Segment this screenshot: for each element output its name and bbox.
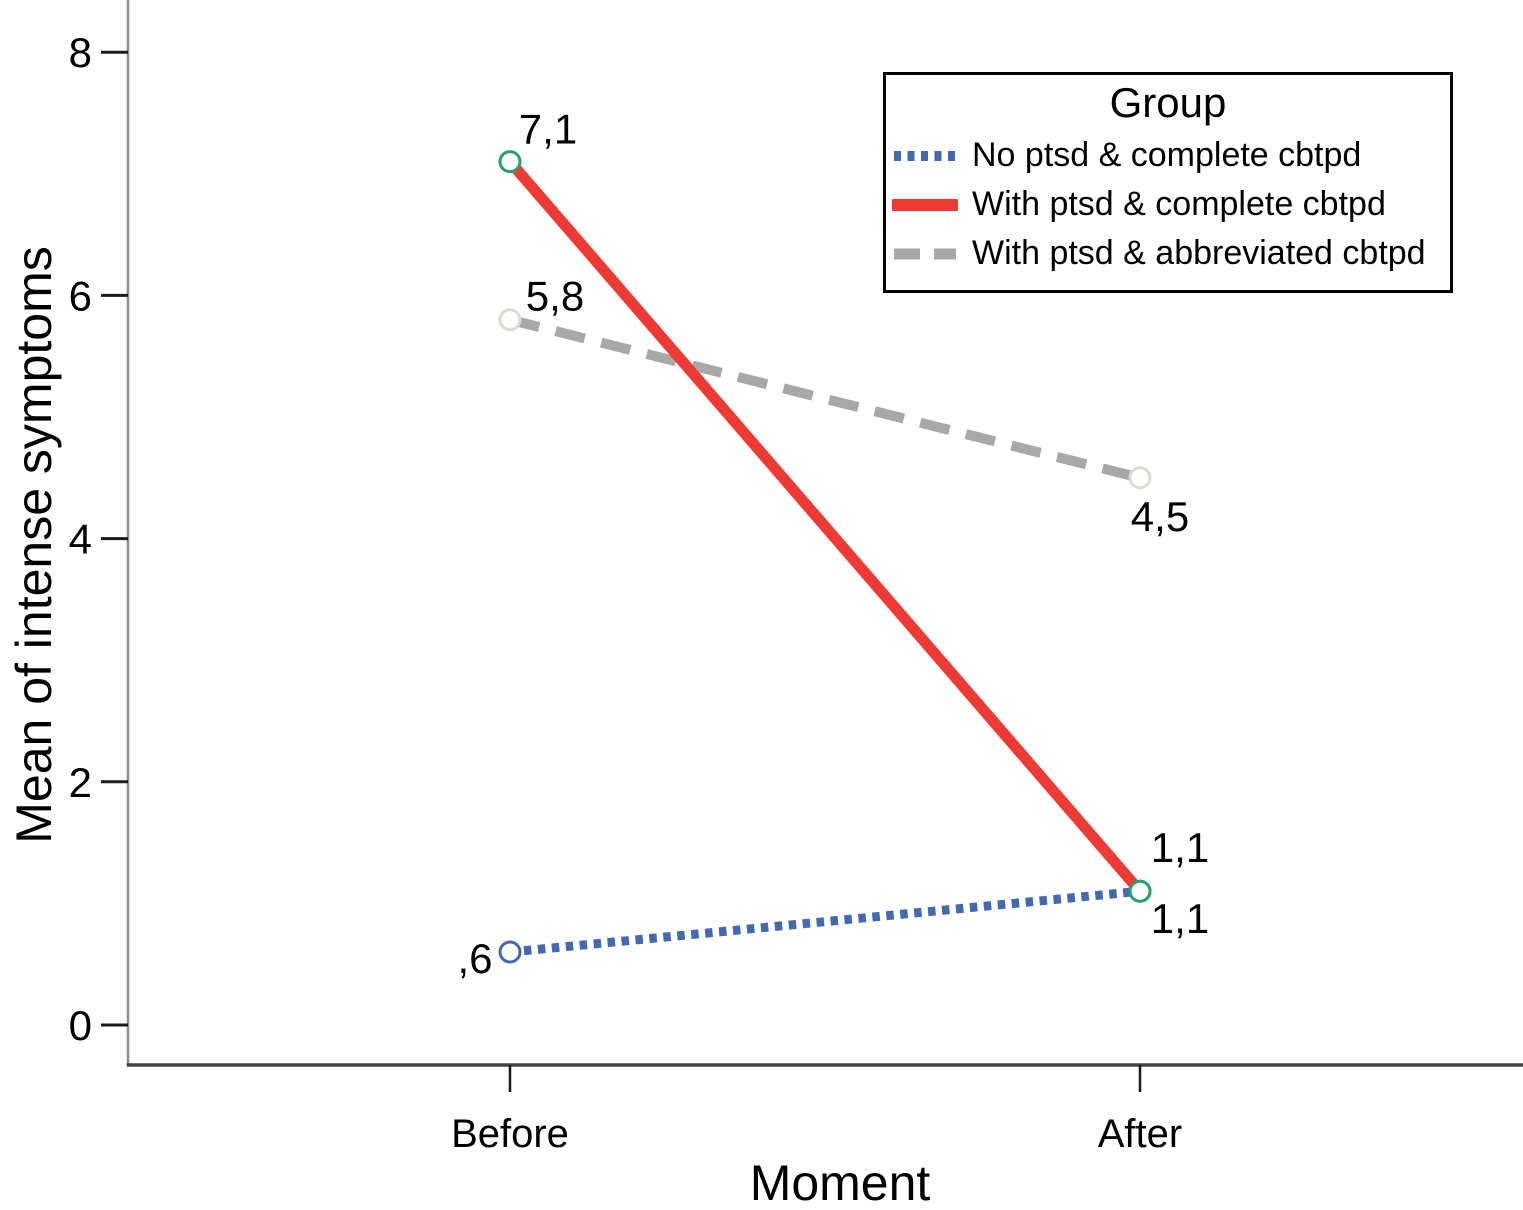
series-line-dotted (509, 886, 1141, 957)
data-point-marker (1128, 879, 1152, 903)
legend-swatch-solid-line (892, 198, 958, 211)
data-point-marker (498, 308, 522, 332)
legend-title: Group (1109, 79, 1227, 126)
series-line-solid (504, 156, 1146, 897)
y-axis-tick-label: 8 (69, 29, 92, 76)
data-point-marker (498, 940, 522, 964)
data-point-label: 1,1 (1151, 824, 1209, 871)
legend-items: No ptsd & complete cbtpd With ptsd & comp… (886, 131, 1450, 278)
legend-item: No ptsd & complete cbtpd (886, 131, 1450, 180)
legend-item-label: With ptsd & complete cbtpd (972, 185, 1386, 224)
legend-item: With ptsd & abbreviated cbtpd (886, 229, 1450, 278)
data-point-label: 1,1 (1151, 895, 1209, 942)
y-axis-title: Mean of intense symptoms (6, 246, 62, 844)
legend-item-label: With ptsd & abbreviated cbtpd (972, 234, 1426, 273)
y-axis-tick-label: 0 (69, 1002, 92, 1049)
series-lines (504, 156, 1146, 957)
x-axis-tick-label: After (1098, 1112, 1182, 1156)
x-axis-title: Moment (750, 1155, 931, 1210)
y-axis-tick-label: 4 (69, 516, 92, 563)
y-axis-tick-label: 6 (69, 272, 92, 319)
legend-swatch-dotted-line (894, 150, 956, 161)
legend-item-label: No ptsd & complete cbtpd (972, 136, 1362, 175)
series-markers (498, 150, 1152, 964)
data-point-label: 5,8 (526, 273, 584, 320)
data-point-marker (498, 150, 522, 174)
legend: Group No ptsd & complete cbtpd With ptsd … (883, 72, 1453, 293)
data-point-marker (1128, 466, 1152, 490)
series-line-dashed (508, 314, 1142, 483)
x-axis-ticks: Before After (451, 1065, 1182, 1156)
x-axis-tick-label: Before (451, 1112, 569, 1156)
data-point-label: 4,5 (1131, 493, 1189, 540)
y-axis-ticks: 8 6 4 2 0 (69, 29, 128, 1049)
data-point-labels: ,6 1,1 7,1 1,1 5,8 4,5 (457, 106, 1209, 982)
legend-swatch-dashed-line (894, 248, 956, 260)
y-axis-tick-label: 2 (69, 759, 92, 806)
data-point-label: 7,1 (519, 106, 577, 153)
legend-item: With ptsd & complete cbtpd (886, 180, 1450, 229)
data-point-label: ,6 (457, 935, 492, 982)
